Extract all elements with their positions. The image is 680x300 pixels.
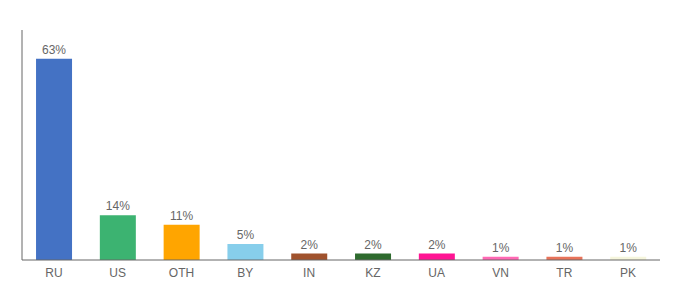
svg-text:1%: 1%: [556, 241, 574, 255]
svg-text:2%: 2%: [301, 238, 319, 252]
svg-text:1%: 1%: [620, 241, 638, 255]
svg-text:VN: VN: [492, 266, 509, 280]
svg-text:1%: 1%: [492, 241, 510, 255]
svg-text:11%: 11%: [170, 209, 193, 223]
svg-text:2%: 2%: [428, 238, 446, 252]
svg-text:PK: PK: [620, 266, 636, 280]
svg-text:BY: BY: [237, 266, 253, 280]
svg-text:OTH: OTH: [169, 266, 194, 280]
svg-text:2%: 2%: [364, 238, 382, 252]
svg-text:TR: TR: [556, 266, 572, 280]
svg-text:RU: RU: [45, 266, 62, 280]
svg-text:14%: 14%: [106, 199, 130, 213]
svg-text:63%: 63%: [42, 43, 66, 57]
svg-text:IN: IN: [303, 266, 315, 280]
svg-text:US: US: [109, 266, 126, 280]
svg-text:UA: UA: [428, 266, 445, 280]
svg-text:5%: 5%: [237, 228, 255, 242]
svg-text:KZ: KZ: [365, 266, 380, 280]
